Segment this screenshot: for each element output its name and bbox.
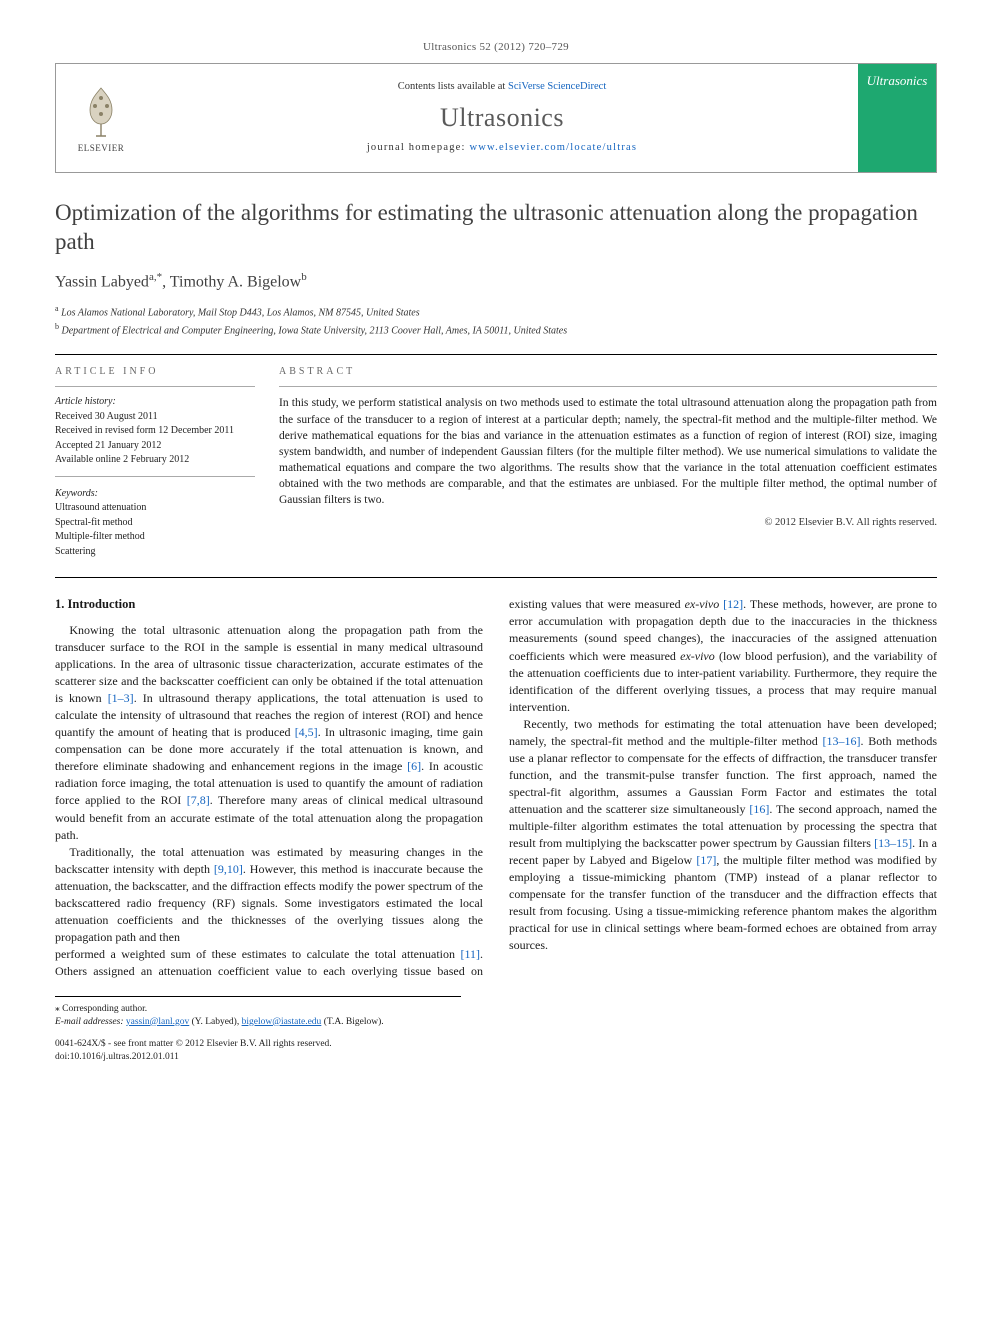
history-label: Article history: (55, 396, 116, 407)
affil-a-sup: a (55, 304, 59, 313)
journal-homepage: journal homepage: www.elsevier.com/locat… (367, 141, 637, 155)
publisher-name: ELSEVIER (78, 142, 125, 154)
doi-line: doi:10.1016/j.ultras.2012.01.011 (55, 1051, 937, 1064)
footnotes: ⁎ Corresponding author. E-mail addresses… (55, 996, 461, 1029)
affiliations: a Los Alamos National Laboratory, Mail S… (55, 303, 937, 338)
front-matter-line: 0041-624X/$ - see front matter © 2012 El… (55, 1038, 937, 1051)
corresponding-author: ⁎ Corresponding author. (55, 1003, 461, 1016)
keyword-3: Multiple-filter method (55, 530, 255, 545)
author-1: Yassin Labyed (55, 274, 149, 291)
keywords-label: Keywords: (55, 488, 98, 499)
divider (55, 476, 255, 477)
citation-link[interactable]: [17] (696, 853, 716, 867)
author-1-affil: a,* (149, 271, 162, 283)
keyword-1: Ultrasound attenuation (55, 501, 255, 516)
citation-link[interactable]: [16] (749, 802, 769, 816)
abstract-copyright: © 2012 Elsevier B.V. All rights reserved… (279, 516, 937, 530)
article-title: Optimization of the algorithms for estim… (55, 199, 937, 257)
article-body: 1. Introduction Knowing the total ultras… (55, 596, 937, 979)
divider (55, 577, 937, 578)
citation-link[interactable]: [13–16] (822, 734, 860, 748)
keywords: Keywords: Ultrasound attenuation Spectra… (55, 487, 255, 560)
emphasis: ex-vivo (685, 597, 720, 611)
citation-link[interactable]: [7,8] (187, 793, 210, 807)
citation-link[interactable]: [11] (460, 947, 480, 961)
affil-a: Los Alamos National Laboratory, Mail Sto… (61, 308, 420, 319)
contents-line: Contents lists available at SciVerse Sci… (398, 80, 606, 94)
homepage-prefix: journal homepage: (367, 142, 470, 153)
citation-link[interactable]: [9,10] (214, 862, 243, 876)
divider (55, 354, 937, 355)
doi-block: 0041-624X/$ - see front matter © 2012 El… (55, 1038, 937, 1064)
elsevier-tree-icon (74, 82, 128, 140)
email-link[interactable]: bigelow@iastate.edu (242, 1017, 322, 1027)
history-online: Available online 2 February 2012 (55, 453, 255, 468)
abstract-text: In this study, we perform statistical an… (279, 395, 937, 508)
affil-b: Department of Electrical and Computer En… (62, 325, 568, 336)
article-info-label: ARTICLE INFO (55, 365, 255, 379)
author-2-affil: b (301, 271, 307, 283)
keyword-2: Spectral-fit method (55, 516, 255, 531)
contents-prefix: Contents lists available at (398, 81, 508, 92)
history-revised: Received in revised form 12 December 201… (55, 424, 255, 439)
citation-link[interactable]: [12] (723, 597, 743, 611)
keyword-4: Scattering (55, 545, 255, 560)
citation-link[interactable]: [13–15] (874, 836, 912, 850)
history-received: Received 30 August 2011 (55, 410, 255, 425)
section-heading: 1. Introduction (55, 596, 483, 614)
history-accepted: Accepted 21 January 2012 (55, 439, 255, 454)
sciencedirect-link[interactable]: SciVerse ScienceDirect (508, 81, 606, 92)
emphasis: ex-vivo (680, 649, 715, 663)
citation-link[interactable]: [1–3] (108, 691, 134, 705)
email-who: (T.A. Bigelow). (321, 1017, 383, 1027)
email-link[interactable]: yassin@lanl.gov (126, 1017, 189, 1027)
author-sep: , (162, 274, 170, 291)
publisher-logo: ELSEVIER (56, 64, 146, 172)
journal-cover-title: Ultrasonics (867, 72, 928, 90)
affil-b-sup: b (55, 322, 59, 331)
email-who: (Y. Labyed), (189, 1017, 241, 1027)
citation-link[interactable]: [6] (407, 759, 421, 773)
body-paragraph: Traditionally, the total attenuation was… (55, 844, 483, 946)
journal-citation: Ultrasonics 52 (2012) 720–729 (55, 40, 937, 55)
body-paragraph: Recently, two methods for estimating the… (509, 716, 937, 954)
abstract-label: ABSTRACT (279, 365, 937, 379)
journal-cover: Ultrasonics (858, 64, 936, 172)
journal-title: Ultrasonics (440, 100, 564, 135)
author-2: Timothy A. Bigelow (170, 274, 301, 291)
article-history: Article history: Received 30 August 2011… (55, 395, 255, 468)
citation-link[interactable]: [4,5] (295, 725, 318, 739)
authors: Yassin Labyeda,*, Timothy A. Bigelowb (55, 270, 937, 293)
homepage-link[interactable]: www.elsevier.com/locate/ultras (469, 142, 637, 153)
journal-masthead: ELSEVIER Contents lists available at Sci… (55, 63, 937, 173)
divider (279, 386, 937, 387)
divider (55, 386, 255, 387)
email-label: E-mail addresses: (55, 1017, 126, 1027)
body-paragraph: Knowing the total ultrasonic attenuation… (55, 622, 483, 843)
